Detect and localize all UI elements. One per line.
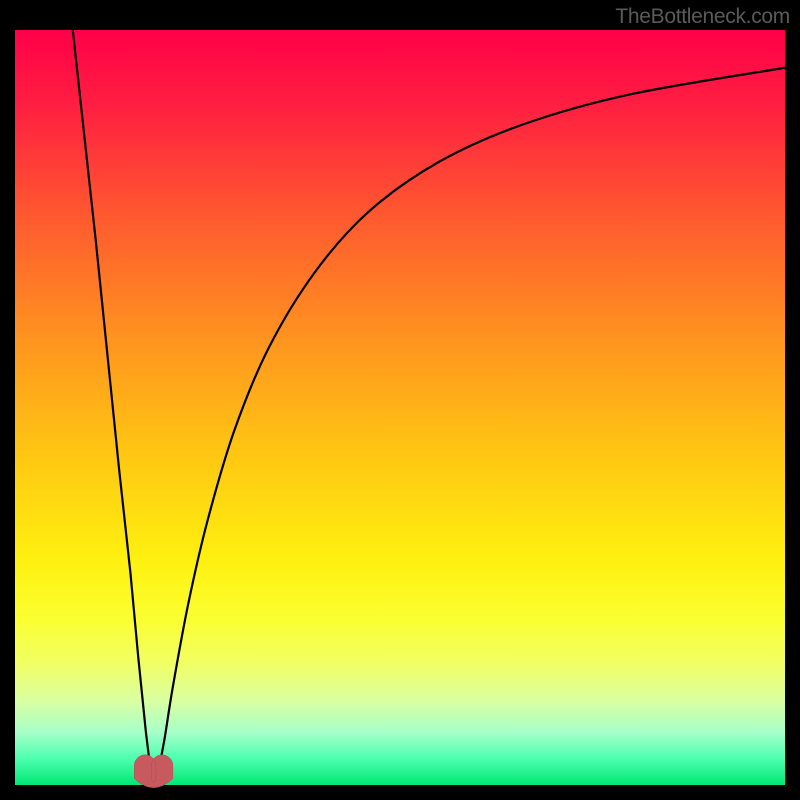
minimum-marker-icon [134, 755, 173, 788]
chart-container: TheBottleneck.com [0, 0, 800, 800]
source-watermark: TheBottleneck.com [615, 5, 790, 29]
gradient-background [15, 30, 785, 785]
bottleneck-curve-chart [0, 0, 800, 800]
